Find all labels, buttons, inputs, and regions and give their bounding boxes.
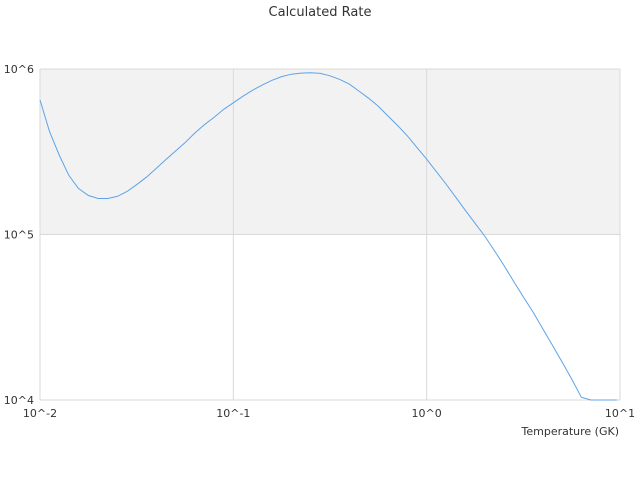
background-bands xyxy=(40,69,620,235)
x-tick-label: 10^-2 xyxy=(23,407,57,420)
y-tick-label: 10^4 xyxy=(4,394,34,407)
background-band xyxy=(40,69,620,235)
series-layer xyxy=(39,72,617,401)
chart-title: Calculated Rate xyxy=(269,5,372,20)
x-tick-label: 10^0 xyxy=(412,407,442,420)
x-tick-label: 10^-1 xyxy=(216,407,250,420)
x-axis-label: Temperature (GK) xyxy=(521,425,620,438)
y-tick-label: 10^6 xyxy=(4,63,34,76)
x-axis-ticks: 10^-2 10^-1 10^0 10^1 xyxy=(23,407,635,420)
gridlines xyxy=(39,68,621,401)
x-tick-label: 10^1 xyxy=(605,407,635,420)
y-tick-label: 10^5 xyxy=(4,229,34,242)
y-axis-ticks: 10^4 10^5 10^6 xyxy=(4,63,34,407)
series-line xyxy=(39,72,617,401)
